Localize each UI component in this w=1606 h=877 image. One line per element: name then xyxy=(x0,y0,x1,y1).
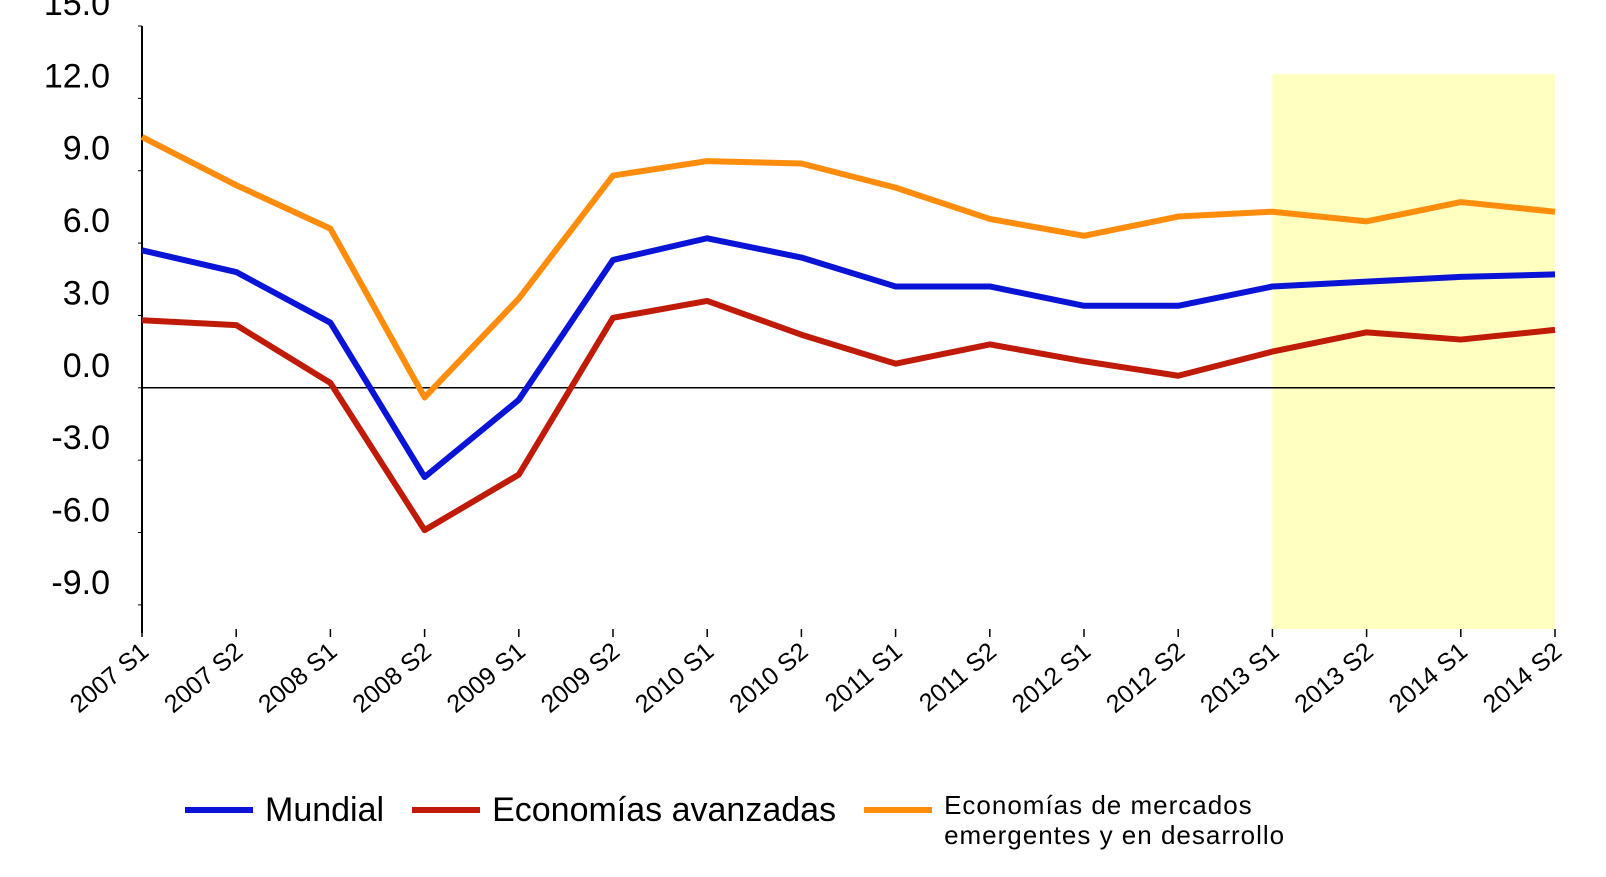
y-tick-label: -6.0 xyxy=(51,492,110,530)
x-tick-label: 2013 S1 xyxy=(1195,637,1284,718)
legend-label: Economías avanzadas xyxy=(492,791,837,829)
y-tick-label: 15.0 xyxy=(44,0,110,23)
x-tick-label: 2007 S2 xyxy=(159,637,248,718)
y-tick-label: 6.0 xyxy=(63,202,110,240)
legend: Mundial Economías avanzadas Economías de m… xyxy=(185,790,1402,850)
x-tick-label: 2008 S2 xyxy=(347,637,436,718)
forecast-shade xyxy=(1272,74,1555,630)
legend-item: Mundial xyxy=(185,790,384,830)
x-tick-label: 2007 S1 xyxy=(65,637,154,718)
legend-item: Economías avanzadas xyxy=(412,790,836,830)
x-tick-label: 2013 S2 xyxy=(1289,637,1378,718)
legend-label: Economías de mercados emergentes y en de… xyxy=(944,790,1286,850)
series-line xyxy=(141,235,1556,481)
series-line xyxy=(140,134,1556,401)
legend-item: Economías de mercados emergentes y en de… xyxy=(864,790,1374,850)
x-tick-label: 2011 S2 xyxy=(914,637,1002,717)
y-tick-label: 3.0 xyxy=(63,274,110,312)
legend-swatch xyxy=(185,807,253,813)
x-tick-label: 2009 S1 xyxy=(442,637,531,718)
x-tick-label: 2011 S1 xyxy=(820,637,908,717)
legend-swatch xyxy=(864,807,933,813)
x-tick-label: 2014 S1 xyxy=(1384,637,1473,718)
legend-label: Mundial xyxy=(265,791,385,829)
legend-swatch xyxy=(412,807,481,813)
y-tick-label: 9.0 xyxy=(63,130,110,168)
series-line xyxy=(141,297,1556,534)
x-tick-label: 2012 S1 xyxy=(1007,637,1096,718)
y-tick-label: 12.0 xyxy=(44,57,110,95)
x-tick-label: 2010 S2 xyxy=(724,637,813,718)
y-tick-label: -3.0 xyxy=(51,419,110,457)
x-tick-label: 2012 S2 xyxy=(1101,637,1190,718)
y-tick-label: -9.0 xyxy=(51,564,110,602)
y-tick-label: 0.0 xyxy=(63,347,110,385)
x-tick-label: 2014 S2 xyxy=(1478,637,1567,718)
x-tick-label: 2009 S2 xyxy=(536,637,625,718)
x-tick-label: 2010 S1 xyxy=(630,637,719,718)
x-tick-label: 2008 S1 xyxy=(253,637,342,718)
